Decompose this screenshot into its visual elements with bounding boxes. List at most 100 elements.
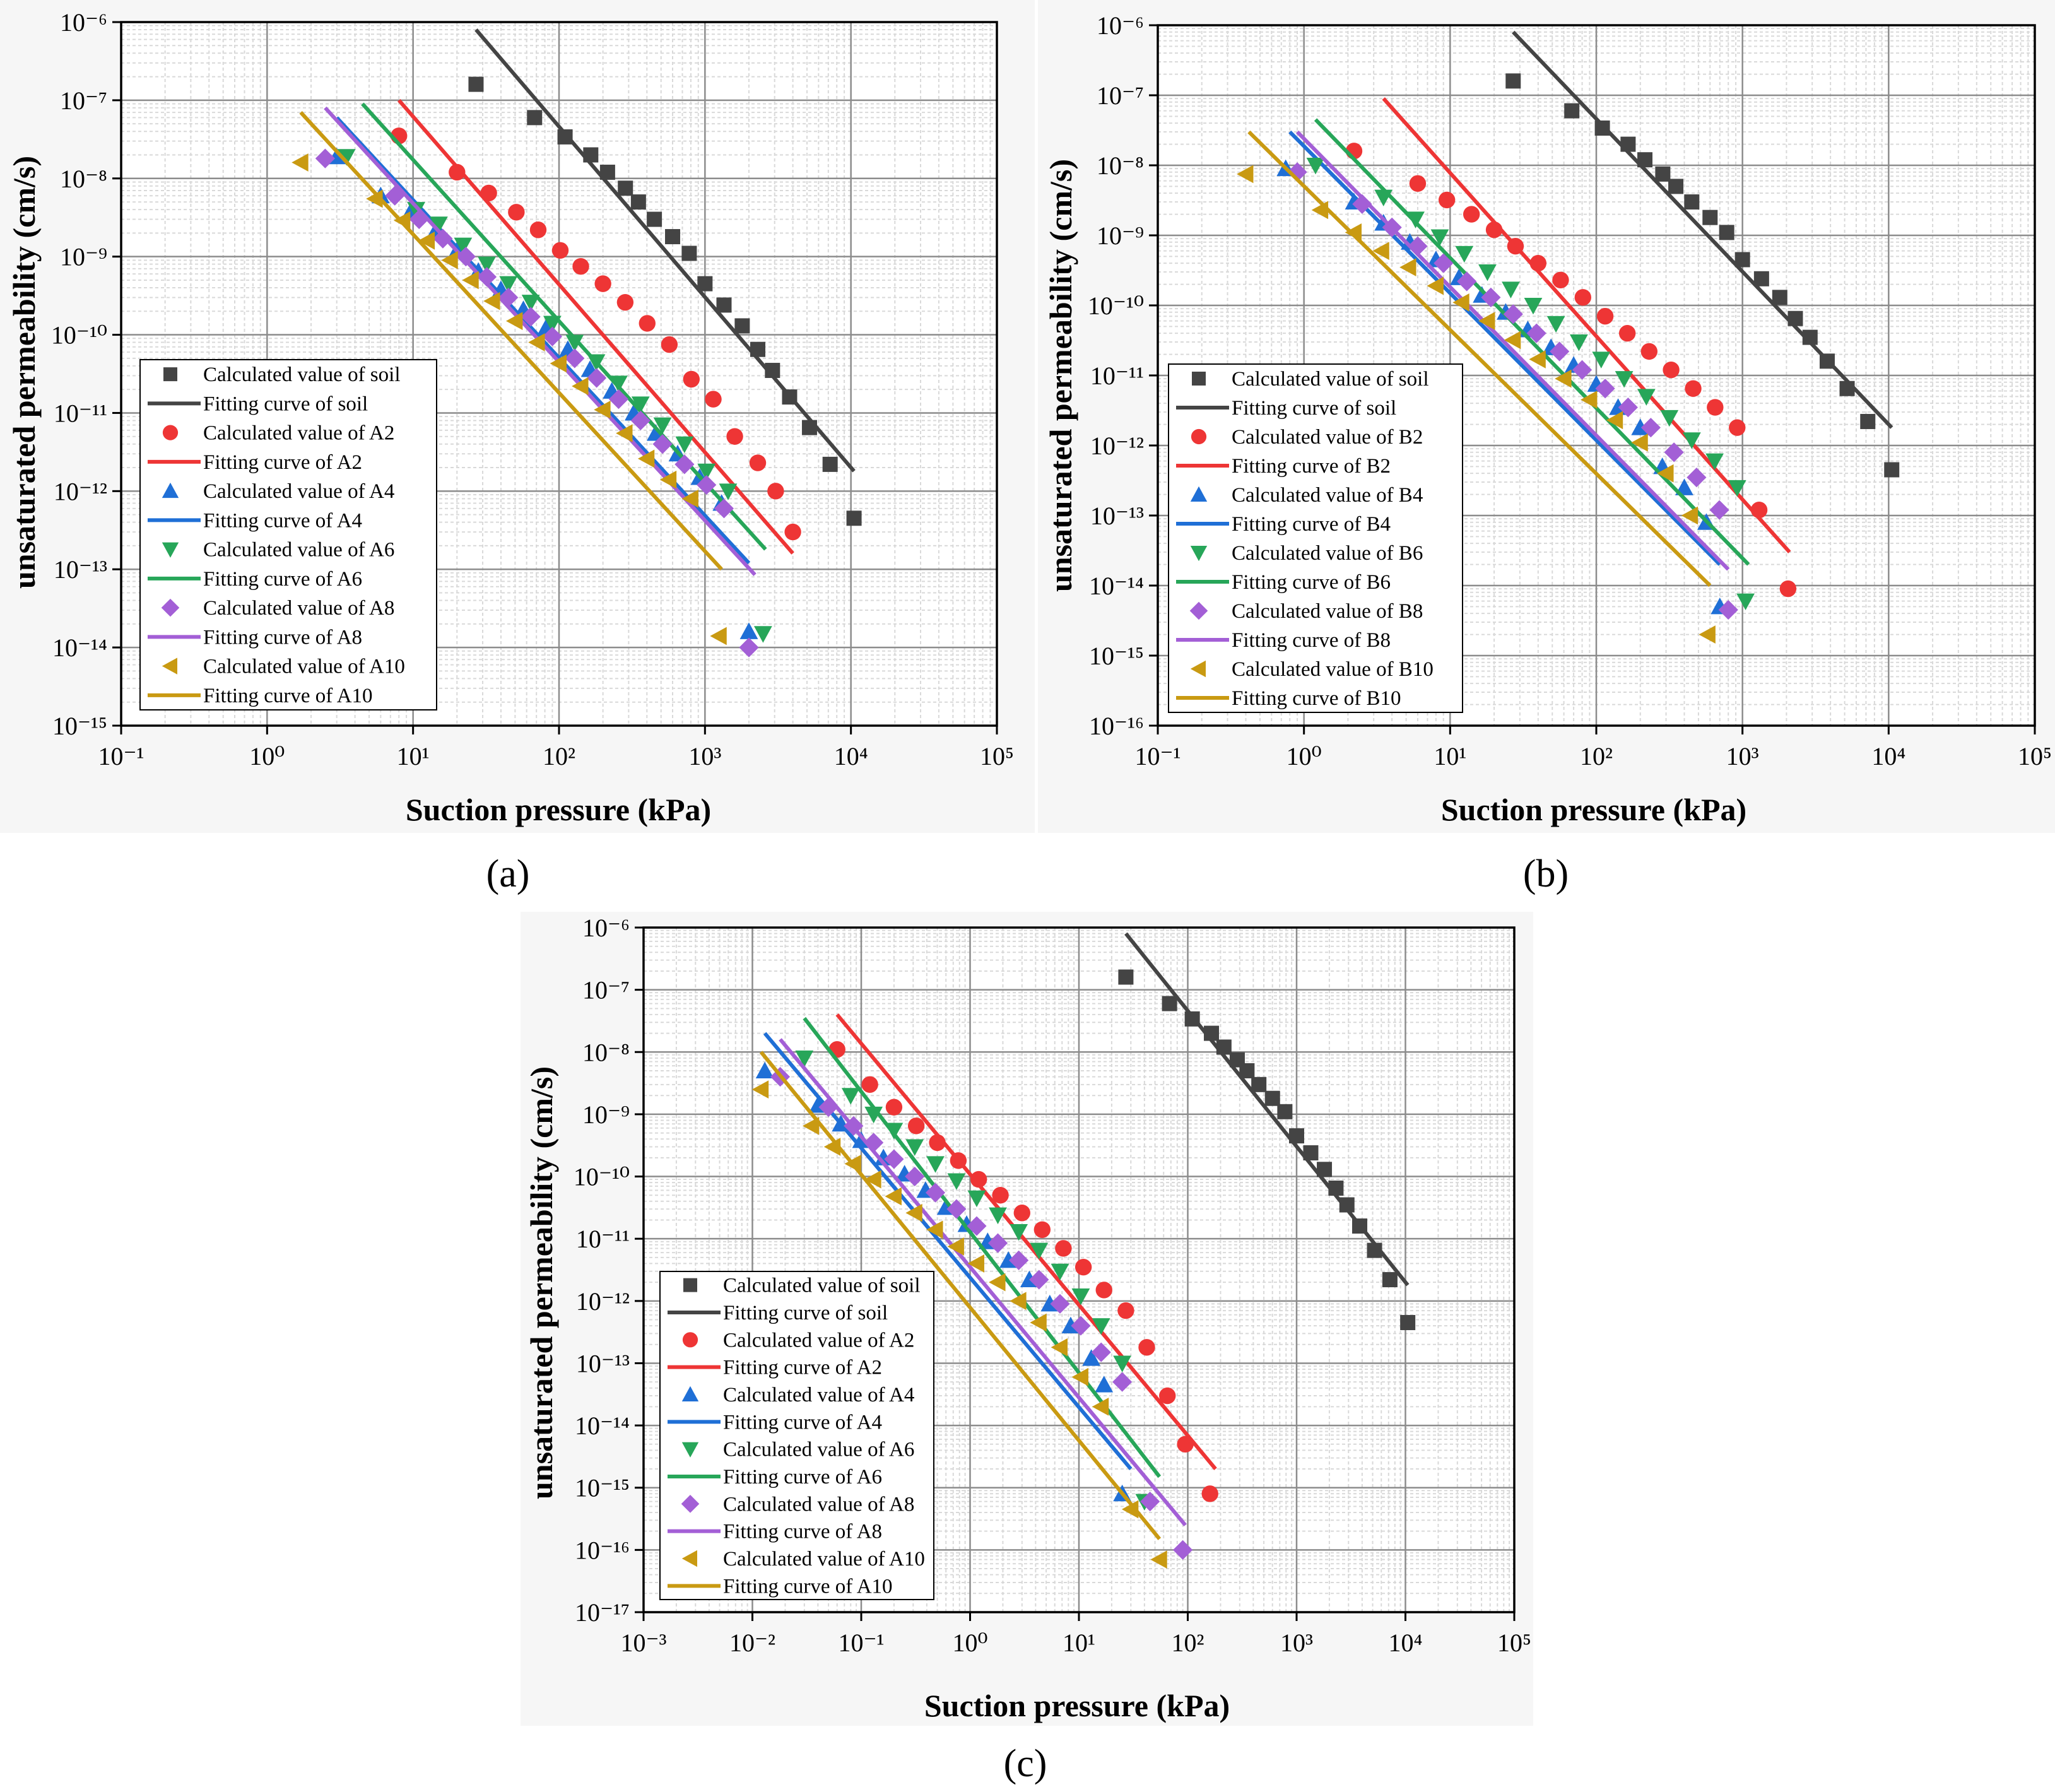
y-tick-label: 10⁻⁹ (1097, 221, 1144, 250)
data-point-a4 (755, 1061, 774, 1078)
data-point-a2 (784, 523, 801, 541)
legend-label: Fitting curve of B6 (1232, 571, 1391, 594)
legend-label: Calculated value of soil (723, 1275, 921, 1297)
data-point-soil (846, 510, 862, 526)
x-tick-label: 10⁵ (2018, 742, 2052, 770)
data-point-soil (1819, 353, 1835, 369)
y-tick-label: 10⁻¹⁶ (1089, 712, 1144, 740)
y-tick-label: 10⁻⁷ (1097, 81, 1144, 110)
data-point-b8 (1526, 323, 1546, 343)
data-point-b2 (1409, 175, 1427, 192)
legend-label: Fitting curve of A10 (723, 1575, 893, 1598)
data-point-soil (1264, 1090, 1280, 1106)
data-point-a6 (1113, 1355, 1132, 1372)
data-point-b10 (1311, 201, 1329, 220)
x-tick-label: 10⁴ (1871, 742, 1905, 770)
data-point-b6 (1705, 453, 1724, 471)
data-point-soil (647, 211, 662, 227)
y-tick-label: 10⁻¹⁵ (1089, 642, 1144, 670)
data-point-a2 (1159, 1387, 1176, 1405)
series-layer (1237, 30, 1900, 644)
y-axis-title: unsaturated permeability (cm/s) (1043, 159, 1078, 592)
legend-marker-b4 (1190, 486, 1208, 502)
fit-line-a10 (759, 1051, 1162, 1540)
data-point-b2 (1463, 206, 1480, 223)
data-point-b6 (1682, 432, 1701, 449)
data-point-b10 (1237, 165, 1254, 184)
y-tick-label: 10⁻¹³ (1090, 502, 1144, 530)
data-point-b6 (1502, 281, 1520, 298)
data-point-soil (1753, 271, 1769, 286)
x-tick-label: 10⁻² (729, 1629, 775, 1657)
legend-label: Fitting curve of B8 (1232, 629, 1391, 652)
data-point-a8 (967, 1216, 987, 1236)
x-tick-label: 10⁴ (834, 742, 868, 770)
legend-marker-a8 (161, 598, 180, 617)
legend-box (659, 1271, 934, 1600)
data-point-soil (1239, 1063, 1255, 1078)
data-point-a2 (907, 1117, 925, 1135)
data-point-a8 (608, 389, 629, 410)
data-point-b2 (1707, 399, 1724, 416)
data-point-b2 (1552, 271, 1569, 289)
data-point-a2 (1055, 1240, 1072, 1257)
panel-caption-a: (a) (486, 852, 530, 895)
y-tick-label: 10⁻¹⁴ (52, 634, 107, 662)
data-point-a6 (631, 396, 650, 413)
data-point-b2 (1438, 191, 1456, 209)
data-point-b4 (1675, 478, 1693, 495)
fit-line-a2 (397, 98, 794, 555)
data-point-a2 (639, 315, 656, 332)
x-tick-label: 10⁵ (1497, 1629, 1531, 1657)
legend: Calculated value of soil Fitting curve of… (1168, 363, 1463, 713)
data-point-a10 (594, 400, 611, 419)
data-point-a10 (1071, 1367, 1088, 1386)
data-point-a2 (1177, 1435, 1194, 1453)
data-point-b10 (1681, 506, 1699, 525)
data-point-soil (1251, 1076, 1267, 1092)
data-point-a10 (710, 627, 727, 645)
data-point-a10 (441, 251, 458, 269)
fit-line-a10 (299, 111, 723, 571)
x-tick-label: 10² (1580, 742, 1613, 770)
data-point-a8 (674, 454, 695, 475)
fit-line-a6 (803, 1017, 1162, 1478)
data-point-a10 (885, 1187, 902, 1206)
y-tick-label: 10⁻⁸ (60, 165, 107, 193)
x-tick-label: 10⁰ (1287, 742, 1322, 770)
data-point-a2 (970, 1170, 987, 1188)
data-point-a2 (950, 1152, 967, 1169)
data-point-soil (1637, 152, 1653, 168)
data-point-soil (1118, 969, 1134, 985)
data-point-a8 (818, 1097, 839, 1117)
data-point-a6 (719, 483, 738, 500)
data-point-a6 (905, 1139, 924, 1156)
data-point-a8 (946, 1199, 967, 1219)
y-tick-label: 10⁻¹² (54, 477, 107, 505)
data-point-soil (716, 297, 732, 313)
data-point-a2 (861, 1076, 878, 1093)
data-point-a6 (499, 276, 518, 293)
legend-label: Calculated value of B4 (1232, 484, 1423, 507)
data-point-a10 (823, 1138, 841, 1156)
data-point-soil (583, 147, 599, 163)
data-point-a10 (616, 424, 633, 443)
data-point-b8 (1287, 162, 1307, 182)
data-point-b8 (1408, 236, 1428, 256)
data-point-a6 (967, 1190, 986, 1208)
chart-panel-b: 10⁻¹ 10⁰ 10¹ 10² 10³ 10⁴ 10⁵ 10⁻¹⁶ 10⁻¹⁵ 10⁻¹⁴ 10⁻… (1038, 0, 2055, 895)
data-point-b2 (1485, 221, 1503, 239)
data-point-a8 (498, 287, 519, 308)
legend-marker-a4 (162, 482, 179, 498)
data-point-a10 (550, 354, 567, 373)
y-tick-label: 10⁻¹⁰ (51, 321, 107, 350)
legend-label: Calculated value of B10 (1232, 658, 1434, 681)
data-point-a2 (992, 1187, 1009, 1204)
data-point-a2 (1033, 1221, 1051, 1238)
data-point-b8 (1382, 217, 1402, 237)
data-point-b10 (1699, 625, 1716, 644)
data-point-soil (1400, 1315, 1416, 1331)
data-point-a6 (926, 1156, 945, 1173)
series-layer (751, 932, 1416, 1569)
x-tick-label: 10⁻¹ (1134, 742, 1181, 770)
